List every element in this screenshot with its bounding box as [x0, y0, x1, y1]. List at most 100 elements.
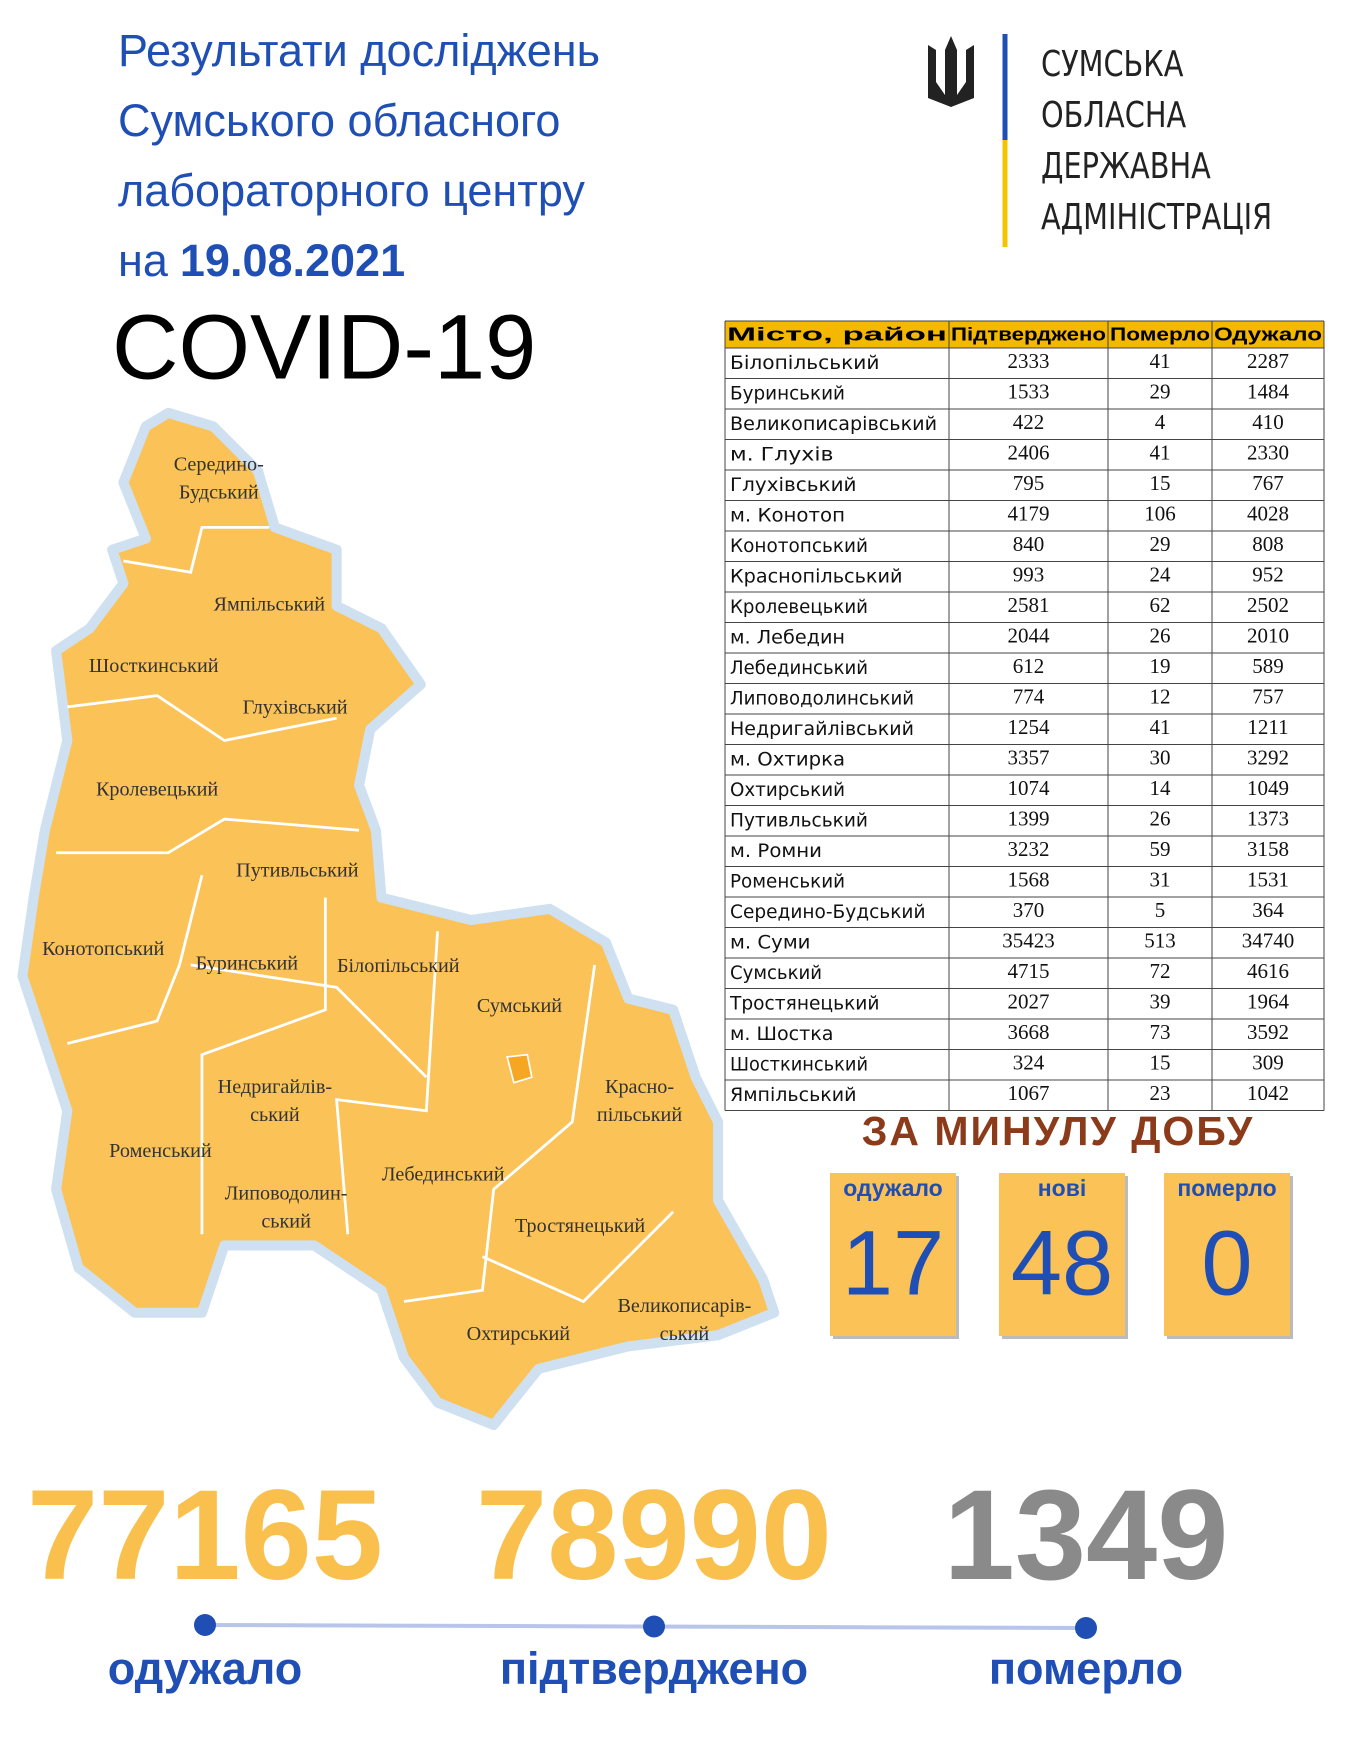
cell-name: Недригайлівський [730, 718, 914, 740]
cell-value: 2502 [1247, 593, 1289, 617]
cell-value: 4 [1155, 410, 1166, 434]
cell-value: 4616 [1247, 959, 1289, 983]
cell-value: 324 [1013, 1051, 1045, 1075]
cell-value: 952 [1252, 563, 1284, 587]
cell-name: Великописарівський [730, 413, 937, 435]
sumy-city [506, 1053, 533, 1084]
cell-value: 29 [1150, 532, 1171, 556]
title-line: лабораторного центру [118, 165, 585, 216]
cell-value: 2287 [1247, 349, 1289, 373]
cell-value: 757 [1252, 685, 1284, 709]
district-label: Білопільський [337, 955, 460, 977]
cell-value: 15 [1150, 1051, 1171, 1075]
cell-value: 422 [1013, 410, 1045, 434]
cell-value: 513 [1144, 929, 1176, 953]
cell-name: Буринський [730, 382, 845, 404]
daily-value: 0 [1201, 1212, 1252, 1314]
daily-box [1164, 1173, 1290, 1336]
cell-value: 59 [1150, 837, 1171, 861]
district-label: Глухівський [243, 697, 348, 719]
cell-value: 3292 [1247, 746, 1289, 770]
daily-value: 17 [842, 1212, 944, 1314]
cell-value: 23 [1150, 1081, 1171, 1105]
total-value: 77165 [27, 1464, 383, 1607]
cell-value: 808 [1252, 532, 1284, 556]
cell-value: 41 [1150, 349, 1171, 373]
cell-value: 993 [1013, 563, 1045, 587]
cell-name: Білопільський [730, 352, 880, 374]
district-label: Шосткинський [89, 655, 219, 677]
cell-name: Краснопільський [730, 565, 903, 587]
district-label: Конотопський [42, 938, 164, 960]
subject: COVID-19 [112, 296, 536, 398]
cell-name: Путивльський [730, 809, 868, 831]
cell-value: 2406 [1008, 441, 1050, 465]
logo-line: СУМСЬКА [1041, 43, 1184, 85]
cell-value: 2330 [1247, 441, 1289, 465]
map: Середино- Будський Ямпільський Шосткинський… [17, 407, 780, 1430]
cell-name: Лебединський [730, 657, 868, 679]
cell-name: м. Конотоп [730, 504, 845, 526]
cell-value: 364 [1252, 898, 1284, 922]
timeline-dot [194, 1614, 216, 1636]
total-label: підтверджено [500, 1643, 808, 1694]
cell-value: 3592 [1247, 1020, 1289, 1044]
daily-label: нові [1038, 1175, 1086, 1201]
daily-box [830, 1173, 956, 1336]
cell-value: 1484 [1247, 380, 1290, 404]
date-line: на 19.08.2021 [118, 235, 405, 286]
table-header: Місто, район [727, 324, 947, 344]
cell-value: 370 [1013, 898, 1045, 922]
cell-value: 1211 [1247, 715, 1288, 739]
date: 19.08.2021 [180, 235, 405, 286]
cell-value: 106 [1144, 502, 1176, 526]
cell-value: 34740 [1242, 929, 1295, 953]
cell-value: 1399 [1008, 807, 1050, 831]
date-prefix: на [118, 235, 169, 286]
cell-value: 612 [1013, 654, 1045, 678]
district-label: Ямпільський [214, 594, 326, 616]
cell-value: 62 [1150, 593, 1171, 617]
cell-name: м. Ромни [730, 840, 822, 862]
cell-value: 41 [1150, 441, 1171, 465]
cell-value: 1067 [1008, 1081, 1050, 1105]
cell-name: м. Суми [730, 931, 811, 953]
timeline-dot [1075, 1617, 1097, 1639]
cell-value: 12 [1150, 685, 1171, 709]
cell-value: 4715 [1008, 959, 1050, 983]
cell-value: 767 [1252, 471, 1284, 495]
cell-value: 30 [1150, 746, 1171, 770]
district-label: пільський [597, 1104, 682, 1126]
cell-value: 41 [1150, 715, 1171, 739]
table-header: Одужало [1214, 324, 1322, 344]
emblem [928, 36, 974, 107]
cell-name: м. Лебедин [730, 626, 845, 648]
cell-value: 1531 [1247, 868, 1289, 892]
daily-label: померло [1177, 1175, 1276, 1201]
district-label: Буринський [196, 953, 299, 975]
logo-line: ОБЛАСНА [1041, 94, 1187, 136]
cell-value: 39 [1150, 990, 1171, 1014]
cell-value: 4028 [1247, 502, 1289, 526]
cell-value: 1373 [1247, 807, 1289, 831]
region-outline [17, 407, 780, 1430]
cell-name: м. Глухів [730, 443, 834, 465]
cell-value: 15 [1150, 471, 1171, 495]
table-header: Підтверджено [951, 324, 1106, 344]
total-value: 78990 [476, 1464, 832, 1607]
district-label: Середино- [174, 453, 264, 475]
cell-value: 1533 [1008, 380, 1050, 404]
cell-value: 1042 [1247, 1081, 1289, 1105]
cell-name: Ямпільський [730, 1084, 857, 1106]
daily-value: 48 [1011, 1212, 1113, 1314]
cell-value: 19 [1150, 654, 1171, 678]
cell-value: 2027 [1008, 990, 1050, 1014]
title-line: Сумського обласного [118, 95, 560, 146]
daily-title: ЗА МИНУЛУ ДОБУ [862, 1108, 1255, 1154]
cell-value: 26 [1150, 624, 1171, 648]
cell-value: 3232 [1008, 837, 1050, 861]
cell-value: 2333 [1008, 349, 1050, 373]
cell-value: 410 [1252, 410, 1284, 434]
total-value: 1349 [944, 1464, 1229, 1607]
